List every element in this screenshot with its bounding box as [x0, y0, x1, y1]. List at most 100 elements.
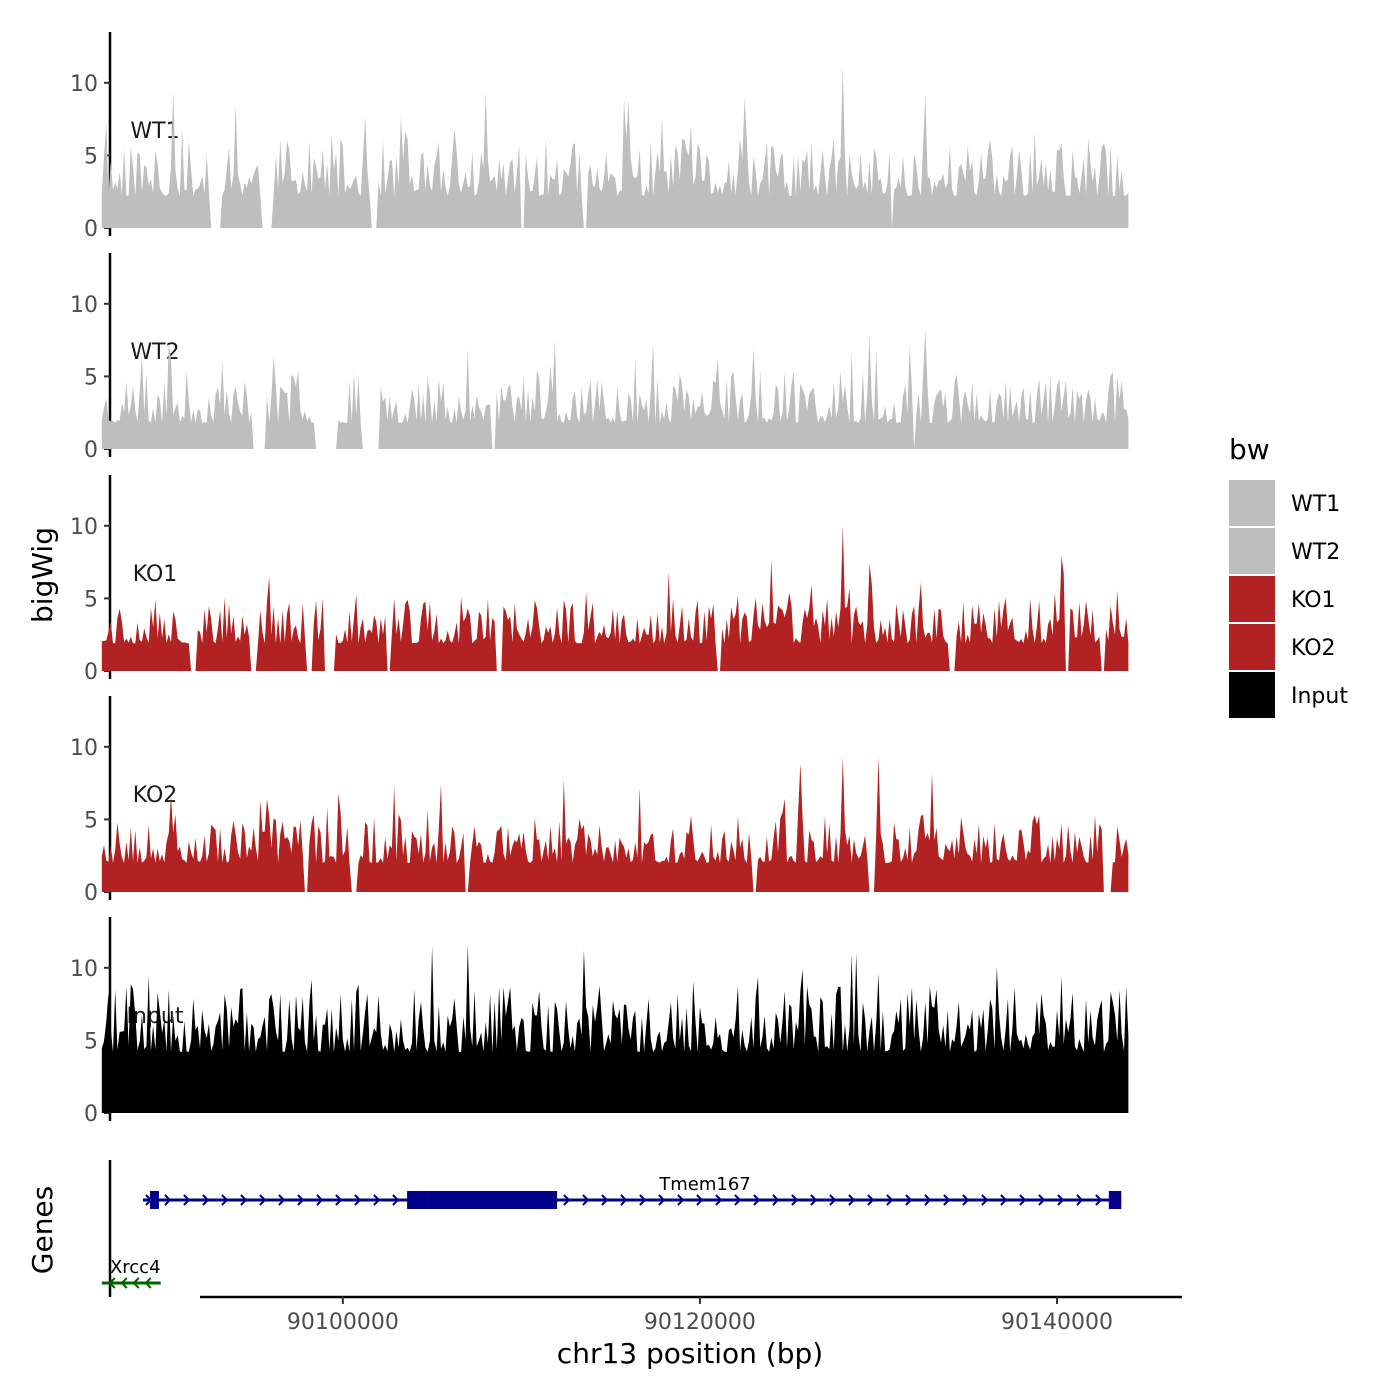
x-tick-label: 90120000: [644, 1310, 756, 1335]
strand-arrow: [354, 1194, 362, 1206]
legend-swatch-wt2: [1229, 528, 1275, 574]
strand-arrow: [734, 1194, 742, 1206]
strand-arrow: [373, 1194, 381, 1206]
strand-arrow: [810, 1194, 818, 1206]
strand-arrow: [639, 1194, 647, 1206]
legend-swatch-ko2: [1229, 624, 1275, 670]
track-wt1: 0 5 10 WT1: [70, 32, 1129, 242]
strand-arrow: [601, 1194, 609, 1206]
y-tick-label: 0: [84, 881, 98, 906]
y-tick-label: 10: [70, 72, 98, 97]
y-tick-label: 10: [70, 293, 98, 318]
strand-arrow: [297, 1194, 305, 1206]
y-tick-label: 0: [84, 438, 98, 463]
strand-arrow: [132, 1277, 140, 1289]
strand-arrow: [120, 1277, 128, 1289]
strand-arrow: [848, 1194, 856, 1206]
strand-arrow: [563, 1194, 571, 1206]
strand-arrow: [183, 1194, 191, 1206]
legend-label-wt2: WT2: [1291, 540, 1340, 565]
strand-arrow: [772, 1194, 780, 1206]
x-axis: chr13 position (bp) 90100000 90120000 9014…: [200, 1295, 1182, 1370]
strand-arrow: [981, 1194, 989, 1206]
x-tick-label: 90140000: [1001, 1310, 1113, 1335]
y-tick-label: 10: [70, 736, 98, 761]
legend-swatch-ko1: [1229, 576, 1275, 622]
track-wt2: 0 5 10 WT2: [70, 253, 1129, 463]
strand-arrow: [144, 1277, 152, 1289]
legend-title: bw: [1229, 433, 1270, 466]
strand-arrow: [715, 1194, 723, 1206]
coverage-area-wt1: [101, 65, 1129, 229]
strand-arrow: [108, 1277, 116, 1289]
legend: bw WT1 WT2 KO1 KO2 Input: [1229, 433, 1348, 718]
y-axis-title: bigWig: [26, 527, 59, 623]
y-tick-label: 5: [84, 144, 98, 169]
track-ko1: 0 5 10 KO1: [70, 475, 1129, 685]
gene-track: Tmem167 Xrcc4: [101, 1160, 1122, 1297]
strand-arrow: [582, 1194, 590, 1206]
strand-arrow: [202, 1194, 210, 1206]
strand-arrow: [335, 1194, 343, 1206]
track-ko2: 0 5 10 KO2: [70, 696, 1129, 906]
legend-swatch-wt1: [1229, 480, 1275, 526]
track-label: Input: [127, 1004, 184, 1029]
strand-arrow: [753, 1194, 761, 1206]
strand-arrow: [696, 1194, 704, 1206]
y-tick-label: 0: [84, 217, 98, 242]
coverage-area-ko2: [101, 757, 1129, 892]
x-axis-title: chr13 position (bp): [557, 1337, 823, 1370]
legend-label-input: Input: [1291, 684, 1348, 709]
coverage-area-ko1: [101, 525, 1129, 671]
legend-label-ko2: KO2: [1291, 636, 1336, 661]
y-tick-label: 0: [84, 660, 98, 685]
strand-arrow: [1000, 1194, 1008, 1206]
y-tick-label: 10: [70, 957, 98, 982]
track-label: KO1: [133, 562, 178, 587]
y-tick-label: 5: [84, 1029, 98, 1054]
y-tick-label: 5: [84, 587, 98, 612]
strand-arrow: [658, 1194, 666, 1206]
legend-label-ko1: KO1: [1291, 588, 1336, 613]
x-tick-label: 90100000: [287, 1310, 399, 1335]
strand-arrow: [1095, 1194, 1103, 1206]
strand-arrow: [1019, 1194, 1027, 1206]
coverage-area-wt2: [101, 329, 1129, 449]
gene-xrcc4: Xrcc4: [101, 1257, 161, 1289]
strand-arrow: [221, 1194, 229, 1206]
strand-arrow: [164, 1194, 172, 1206]
track-label: WT2: [130, 340, 179, 365]
strand-arrow: [867, 1194, 875, 1206]
track-label: WT1: [130, 119, 179, 144]
strand-arrow: [620, 1194, 628, 1206]
exon: [150, 1191, 159, 1209]
strand-arrow: [278, 1194, 286, 1206]
strand-arrow: [240, 1194, 248, 1206]
exon: [428, 1191, 558, 1209]
gene-label: Tmem167: [658, 1174, 751, 1195]
strand-arrow: [316, 1194, 324, 1206]
strand-arrow: [1038, 1194, 1046, 1206]
gene-tmem167: Tmem167: [142, 1174, 1122, 1209]
strand-arrow: [392, 1194, 400, 1206]
strand-arrow: [924, 1194, 932, 1206]
y-tick-label: 10: [70, 515, 98, 540]
strand-arrow: [677, 1194, 685, 1206]
track-label: KO2: [133, 783, 178, 808]
strand-arrow: [905, 1194, 913, 1206]
gene-label: Xrcc4: [110, 1257, 161, 1278]
strand-arrow: [1057, 1194, 1065, 1206]
exon: [1108, 1191, 1122, 1209]
track-input: 0 5 10 Input: [70, 917, 1129, 1127]
strand-arrow: [1076, 1194, 1084, 1206]
coverage-area-input: [101, 944, 1129, 1113]
legend-label-wt1: WT1: [1291, 492, 1340, 517]
y-tick-label: 5: [84, 365, 98, 390]
strand-arrow: [259, 1194, 267, 1206]
strand-arrow: [886, 1194, 894, 1206]
strand-arrow: [943, 1194, 951, 1206]
strand-arrow: [962, 1194, 970, 1206]
genes-axis-title: Genes: [26, 1186, 59, 1274]
y-tick-label: 0: [84, 1102, 98, 1127]
